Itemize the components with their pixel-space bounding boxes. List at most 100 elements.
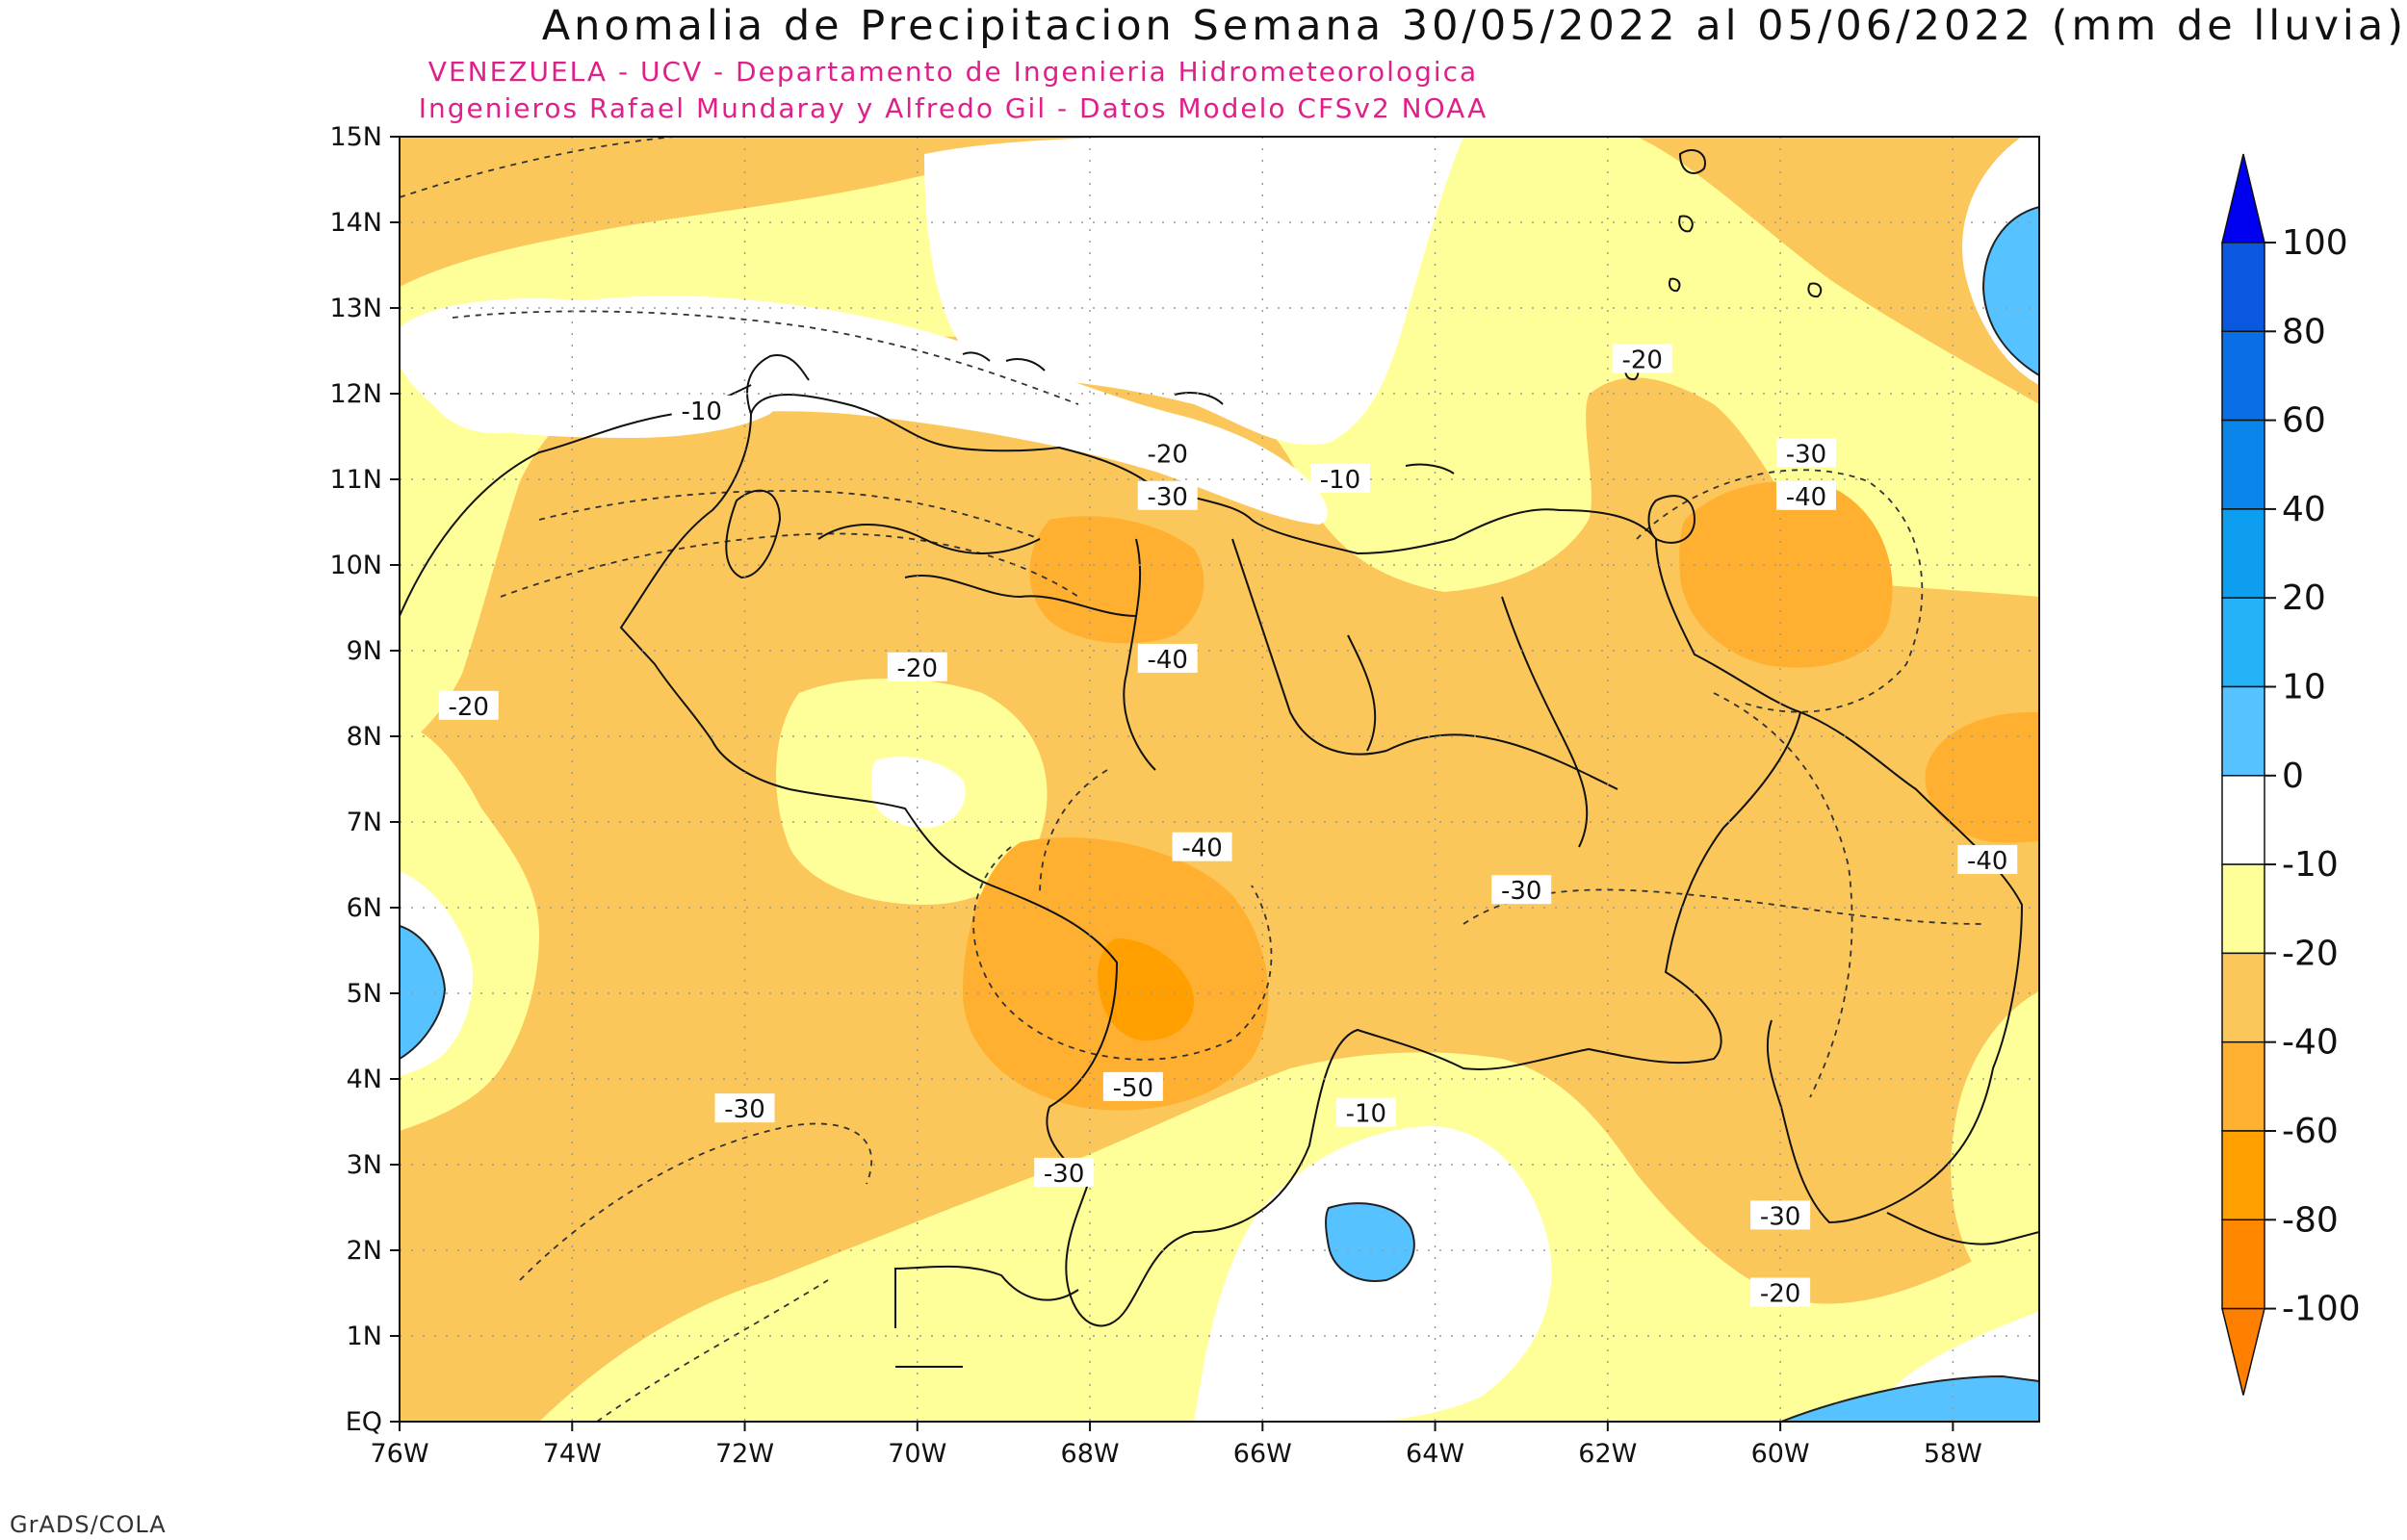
contour-label-bg	[1137, 643, 1198, 673]
lat-tick-label: 4N	[347, 1065, 382, 1094]
colorbar-segment	[2221, 508, 2265, 599]
colorbar-label: -60	[2282, 1112, 2339, 1151]
colorbar-segment	[2221, 242, 2265, 333]
contour-label-bg	[1491, 875, 1552, 905]
anomaly-band-minus10-0-north	[424, 295, 1328, 525]
colorbar-overflow-high	[2221, 153, 2265, 244]
contour-label: -20	[1760, 1280, 1800, 1309]
anomaly-band-minus20-minus10-east	[1951, 991, 2039, 1295]
contour-label: -30	[1786, 440, 1826, 469]
colorbar-segment	[2221, 419, 2265, 510]
map-title: Anomalia de Precipitacion Semana 30/05/2…	[541, 2, 2407, 50]
lon-tick-label: 60W	[1751, 1439, 1810, 1469]
contour-label: -20	[448, 693, 488, 722]
lat-tick-label: 11N	[329, 465, 382, 495]
lat-tick-label: 6N	[347, 893, 382, 923]
colorbar-label: -10	[2282, 845, 2339, 885]
colorbar-label: 80	[2282, 312, 2326, 351]
contour-label: -20	[1621, 346, 1662, 374]
colorbar-segment	[2221, 1130, 2265, 1221]
colorbar-segment	[2221, 1219, 2265, 1310]
contour-label: -40	[1147, 646, 1187, 675]
lon-tick-label: 66W	[1233, 1439, 1292, 1469]
contour-label-bg	[1137, 438, 1198, 468]
contour-label-bg	[1957, 845, 2018, 875]
contour-label-bg	[714, 1093, 775, 1123]
contour-label-bg	[1172, 832, 1232, 861]
contour-label-bg	[1102, 1071, 1163, 1101]
colorbar-segment	[2221, 330, 2265, 422]
colorbar-segment	[2221, 952, 2265, 1043]
contour-label-bg	[1750, 1200, 1811, 1230]
lon-tick-label: 62W	[1578, 1439, 1637, 1469]
contour-label: -50	[1113, 1074, 1153, 1103]
contour-label-bg	[1612, 344, 1672, 373]
anomaly-band-0-10-caribbean	[1981, 205, 2039, 377]
contour-label-bg	[438, 690, 499, 720]
anomaly-band-0-10-south	[1325, 1202, 1415, 1282]
colorbar-segment	[2221, 597, 2265, 688]
lat-tick-label: 9N	[347, 636, 382, 666]
lat-tick-label: 8N	[347, 722, 382, 752]
lon-tick-label: 64W	[1406, 1439, 1464, 1469]
colorbar-segment	[2221, 685, 2265, 777]
contour-label: -30	[1501, 877, 1541, 906]
anomaly-band-minus20-minus10	[400, 137, 2039, 751]
contour-labels: -10 -20 -30 -10 -20 -30 -40 -40 -20 -20 -40 -30 -40 -…	[438, 344, 2018, 1309]
anomaly-band-minus80-minus60-central	[1098, 938, 1194, 1040]
colorbar-label: 10	[2282, 668, 2326, 707]
lat-tick-label: 12N	[329, 379, 382, 409]
contour-label: -30	[1760, 1202, 1800, 1231]
contour-label: -30	[1147, 483, 1187, 512]
map-frame	[399, 136, 2040, 1423]
anomaly-band-minus60-minus40-guyana	[1925, 711, 2039, 843]
contour-label-bg	[887, 652, 947, 681]
colorbar-label: 100	[2282, 223, 2348, 263]
contour-label-bg	[1775, 438, 1836, 468]
subtitle-authors: Ingenieros Rafael Mundaray y Alfredo Gil…	[418, 92, 1488, 124]
lat-tick-label: 2N	[347, 1236, 382, 1266]
colorbar-overflow-low	[2221, 1307, 2265, 1396]
contour-label: -40	[1786, 483, 1826, 512]
lat-tick-label: 5N	[347, 979, 382, 1009]
anomaly-band-0-10-southwest	[400, 924, 447, 1061]
contour-label: -20	[897, 654, 938, 683]
contour-label: -30	[724, 1095, 764, 1124]
lat-tick-label: 3N	[347, 1150, 382, 1180]
contour-label: -10	[1346, 1100, 1386, 1129]
lat-tick-label: 7N	[347, 808, 382, 837]
contour-label: -10	[681, 398, 721, 426]
contour-label-bg	[671, 395, 732, 424]
contour-label-bg	[1309, 464, 1370, 493]
lat-tick-label: 10N	[329, 551, 382, 580]
subtitle-institution: VENEZUELA - UCV - Departamento de Ingeni…	[427, 56, 1479, 88]
contour-label: -30	[1044, 1160, 1084, 1189]
colorbar-segment	[2221, 863, 2265, 955]
colorbar-label: -80	[2282, 1200, 2339, 1240]
lon-tick-label: 58W	[1924, 1439, 1982, 1469]
contour-label-bg	[1137, 480, 1198, 510]
axis-ticks: 76W 74W 72W 70W 68W 66W 64W 62W 60W 58W EQ 1N 2N 3N 4N…	[329, 122, 1981, 1469]
anomaly-band-minus60-minus40-north	[1029, 516, 1204, 644]
contour-label-bg	[1034, 1157, 1095, 1187]
lon-tick-label: 72W	[715, 1439, 774, 1469]
contour-label: -20	[1147, 440, 1187, 469]
precip-anomaly-field	[400, 137, 2039, 1422]
anomaly-band-0-10-southeast	[1780, 1374, 2039, 1422]
lon-tick-label: 74W	[543, 1439, 602, 1469]
colorbar-label: -20	[2282, 934, 2339, 973]
anomaly-band-minus10-0-south	[1194, 1126, 2039, 1422]
lat-tick-label: 13N	[329, 294, 382, 323]
lon-tick-label: 76W	[370, 1439, 428, 1469]
lon-tick-label: 68W	[1061, 1439, 1120, 1469]
colorbar-label: 40	[2282, 490, 2326, 529]
anomaly-band-minus10-0-andes	[871, 757, 966, 828]
footer-credit: GrADS/COLA	[10, 1511, 167, 1538]
colorbar-label: -100	[2282, 1290, 2361, 1329]
contour-label: -40	[1181, 834, 1222, 863]
anomaly-band-minus60-minus40-east	[1679, 481, 1893, 668]
lat-tick-label: 15N	[329, 122, 382, 152]
colorbar-label: 0	[2282, 757, 2304, 796]
